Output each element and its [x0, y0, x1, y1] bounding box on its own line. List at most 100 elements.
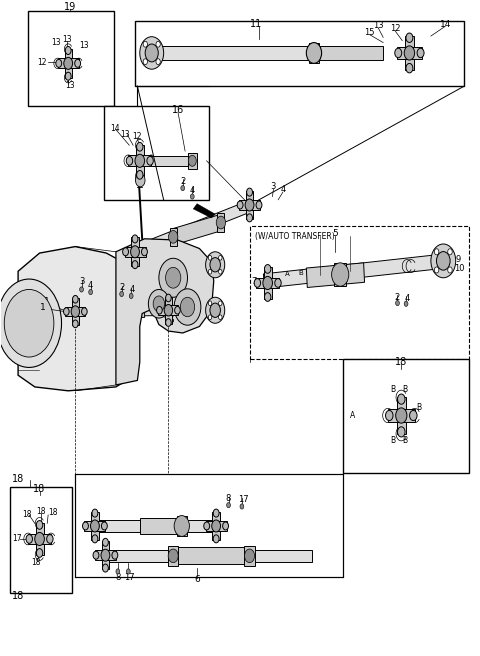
- Circle shape: [35, 533, 44, 546]
- Circle shape: [89, 289, 93, 295]
- Circle shape: [122, 248, 129, 256]
- Circle shape: [216, 216, 226, 229]
- Polygon shape: [193, 204, 215, 218]
- Circle shape: [254, 279, 261, 287]
- Polygon shape: [75, 474, 343, 577]
- Circle shape: [385, 411, 393, 420]
- Text: 13: 13: [62, 35, 72, 45]
- Circle shape: [91, 520, 99, 532]
- Bar: [246, 191, 253, 219]
- Circle shape: [92, 509, 98, 517]
- Circle shape: [404, 301, 408, 306]
- Text: 15: 15: [364, 28, 375, 37]
- Bar: [396, 398, 406, 434]
- Circle shape: [126, 156, 132, 165]
- Circle shape: [101, 522, 108, 530]
- Text: B: B: [390, 385, 395, 394]
- Text: 12: 12: [132, 133, 142, 141]
- Circle shape: [406, 33, 413, 43]
- Circle shape: [212, 520, 220, 532]
- Bar: [10, 487, 72, 593]
- Polygon shape: [306, 263, 364, 287]
- Bar: [28, 11, 114, 106]
- Bar: [124, 247, 145, 256]
- Circle shape: [36, 548, 43, 558]
- Circle shape: [263, 276, 273, 289]
- Circle shape: [208, 255, 212, 260]
- Bar: [256, 277, 279, 289]
- Circle shape: [218, 301, 222, 306]
- Text: 4: 4: [88, 281, 93, 290]
- Circle shape: [245, 199, 254, 211]
- Circle shape: [434, 267, 439, 273]
- Circle shape: [153, 296, 165, 312]
- Circle shape: [26, 535, 33, 543]
- Circle shape: [168, 230, 178, 243]
- Circle shape: [436, 252, 450, 270]
- Circle shape: [93, 551, 99, 559]
- Text: 8: 8: [226, 494, 231, 503]
- Circle shape: [208, 315, 212, 319]
- Bar: [36, 523, 44, 554]
- Text: 6: 6: [194, 575, 200, 584]
- Bar: [104, 106, 209, 200]
- Polygon shape: [75, 305, 168, 317]
- Circle shape: [264, 264, 271, 274]
- Text: 13: 13: [51, 38, 60, 47]
- Bar: [205, 521, 227, 531]
- Bar: [72, 298, 79, 325]
- Bar: [250, 226, 469, 359]
- Circle shape: [168, 549, 178, 563]
- Circle shape: [135, 154, 144, 167]
- Circle shape: [82, 308, 87, 316]
- Circle shape: [166, 319, 171, 326]
- Circle shape: [213, 509, 219, 517]
- Circle shape: [140, 37, 164, 69]
- Circle shape: [256, 201, 262, 209]
- Text: 4: 4: [281, 185, 286, 194]
- Polygon shape: [312, 46, 383, 60]
- Circle shape: [309, 46, 319, 60]
- Circle shape: [131, 246, 139, 258]
- Circle shape: [116, 569, 120, 574]
- Bar: [264, 268, 272, 298]
- Circle shape: [174, 289, 201, 325]
- Circle shape: [137, 171, 143, 179]
- Text: 16: 16: [172, 105, 184, 115]
- Text: 17: 17: [12, 535, 22, 543]
- Circle shape: [448, 249, 452, 255]
- Circle shape: [137, 142, 143, 151]
- Circle shape: [213, 535, 219, 543]
- Circle shape: [204, 522, 210, 530]
- Circle shape: [218, 270, 222, 274]
- Text: 13: 13: [373, 21, 384, 30]
- Circle shape: [164, 304, 173, 316]
- Text: 5: 5: [168, 316, 174, 325]
- Circle shape: [145, 44, 158, 62]
- Text: 9: 9: [456, 255, 461, 264]
- Circle shape: [156, 306, 162, 314]
- Bar: [217, 213, 225, 232]
- Circle shape: [223, 522, 228, 530]
- Circle shape: [120, 291, 123, 297]
- Bar: [65, 307, 85, 316]
- Bar: [64, 49, 72, 77]
- Circle shape: [332, 263, 349, 286]
- Bar: [58, 58, 79, 68]
- Circle shape: [56, 59, 62, 68]
- Circle shape: [63, 308, 69, 316]
- Text: 18: 18: [31, 558, 40, 567]
- Circle shape: [132, 235, 138, 243]
- Text: B: B: [402, 436, 407, 445]
- Circle shape: [240, 504, 244, 509]
- Text: 18: 18: [12, 591, 24, 601]
- Circle shape: [395, 49, 402, 58]
- Bar: [128, 155, 151, 166]
- Circle shape: [83, 522, 88, 530]
- Circle shape: [188, 155, 196, 166]
- Circle shape: [406, 64, 413, 73]
- Text: B: B: [298, 270, 303, 276]
- Polygon shape: [106, 303, 144, 318]
- Text: 13: 13: [120, 131, 130, 139]
- Bar: [91, 512, 98, 541]
